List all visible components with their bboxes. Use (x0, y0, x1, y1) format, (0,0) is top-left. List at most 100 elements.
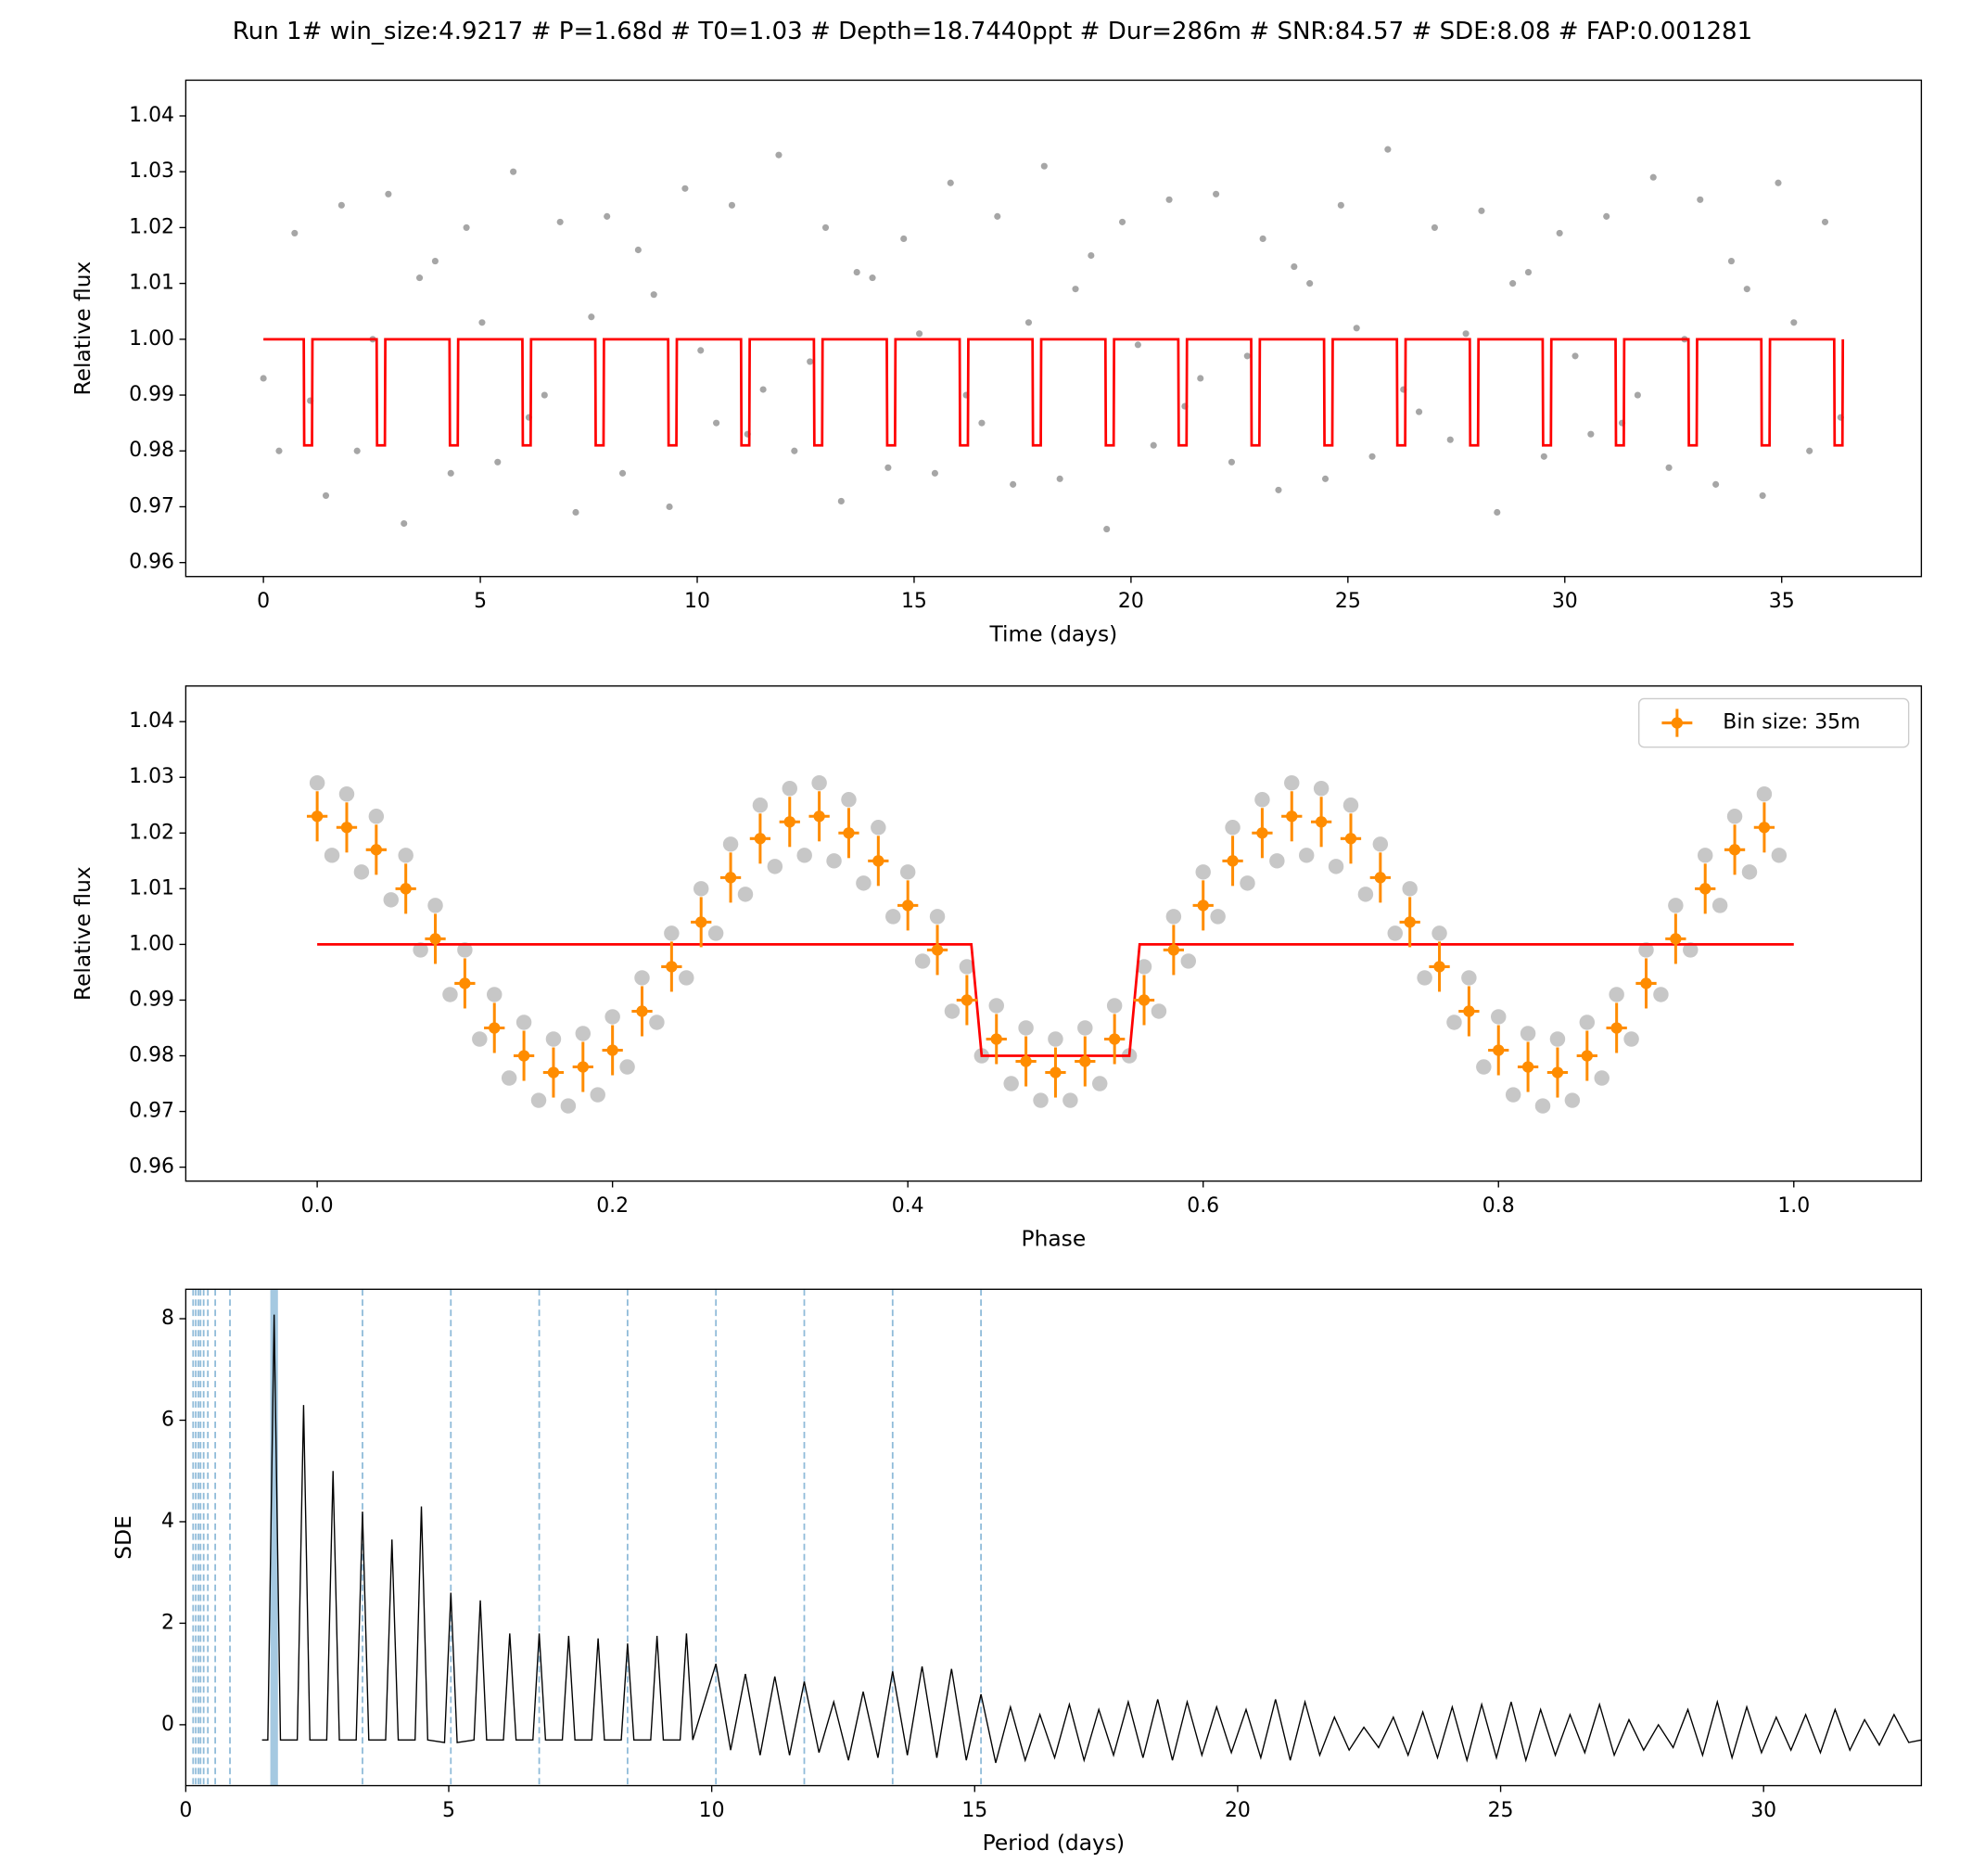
data-point (324, 848, 340, 863)
data-point (572, 508, 579, 517)
data-point (915, 330, 923, 338)
bin-point (517, 1050, 530, 1062)
data-point (413, 942, 428, 958)
data-point (1150, 441, 1157, 449)
data-point (1136, 959, 1152, 975)
data-point (1556, 229, 1563, 237)
data-point (1033, 1092, 1049, 1108)
y-tick-label: 0.99 (129, 988, 174, 1011)
data-point (821, 223, 830, 231)
data-point (1165, 196, 1173, 203)
axes-frame (185, 685, 1923, 1182)
data-point (291, 229, 299, 237)
bin-point (1197, 900, 1209, 912)
data-point (515, 1015, 532, 1030)
data-point (1494, 508, 1501, 517)
bin-point (459, 977, 471, 989)
data-point (1603, 212, 1610, 220)
data-point (737, 887, 754, 902)
data-point (1243, 352, 1251, 360)
data-point (1727, 257, 1736, 265)
bin-point (931, 944, 944, 956)
y-tick-label: 0.99 (129, 383, 174, 406)
data-point (1587, 430, 1595, 438)
sde-line (261, 1314, 1922, 1764)
bin-point (577, 1061, 589, 1073)
data-point (1668, 898, 1684, 913)
data-point (1623, 1031, 1639, 1047)
data-point (994, 212, 1001, 220)
data-point (759, 386, 767, 393)
data-point (1571, 352, 1579, 360)
data-point (478, 319, 486, 326)
data-point (487, 987, 503, 1002)
data-point (501, 1070, 517, 1086)
data-point (728, 201, 736, 209)
data-point (1024, 319, 1033, 326)
data-point (1040, 162, 1048, 170)
data-point (1213, 190, 1220, 198)
data-point (978, 419, 986, 427)
data-point (1003, 1076, 1019, 1091)
data-point (1790, 319, 1798, 326)
data-point (560, 1098, 577, 1114)
data-point (871, 820, 886, 836)
y-axis-label: SDE (110, 1515, 136, 1560)
data-point (884, 464, 892, 471)
bin-point (1404, 916, 1416, 928)
data-point (775, 151, 783, 159)
bin-point (489, 1022, 501, 1034)
bin-point (1493, 1044, 1505, 1056)
bin-point (370, 844, 383, 856)
data-point (1088, 251, 1095, 260)
data-point (1056, 475, 1063, 482)
bin-point (1286, 810, 1298, 823)
x-tick-label: 0.2 (596, 1194, 629, 1218)
bin-point (1640, 977, 1652, 989)
data-point (510, 168, 517, 175)
data-point (1018, 1020, 1034, 1036)
bin-point (754, 833, 767, 845)
bin-point (666, 961, 678, 973)
data-point (619, 1059, 635, 1075)
data-point (791, 447, 798, 454)
y-axis-label: Relative flux (70, 866, 95, 1001)
data-point (427, 898, 443, 913)
data-point (1697, 848, 1713, 863)
data-point (634, 246, 642, 254)
data-point (1446, 1015, 1462, 1030)
data-point (541, 391, 548, 399)
plot-area (306, 775, 1794, 1114)
data-point (1476, 1059, 1492, 1075)
legend-label: Bin size: 35m (1723, 711, 1860, 734)
data-point (1134, 341, 1141, 349)
bin-point (902, 900, 914, 912)
bin-point (1167, 944, 1180, 956)
data-point (1741, 864, 1758, 880)
x-axis-label: Period (days) (983, 1830, 1125, 1856)
data-point (1634, 391, 1641, 399)
data-point (1091, 1076, 1108, 1091)
bin-point (1758, 822, 1771, 834)
data-point (457, 942, 473, 958)
data-point (590, 1087, 605, 1103)
data-point (1549, 1031, 1566, 1047)
y-tick-label: 1.03 (129, 765, 174, 788)
bin-point (636, 1005, 648, 1017)
x-tick-label: 20 (1225, 1799, 1251, 1822)
bin-point (1256, 827, 1268, 839)
bin-point (1344, 833, 1357, 845)
data-point (1284, 775, 1300, 791)
data-point (1756, 786, 1773, 802)
data-point (1524, 269, 1533, 276)
data-point (1416, 408, 1423, 415)
y-tick-label: 0.97 (129, 1100, 174, 1123)
data-point (782, 781, 798, 797)
data-point (1010, 480, 1017, 488)
data-point (368, 809, 385, 824)
data-point (1683, 942, 1699, 958)
x-tick-label: 0.8 (1482, 1194, 1515, 1218)
data-point (1072, 286, 1079, 293)
data-point (1306, 280, 1314, 287)
data-point (1151, 1003, 1167, 1019)
